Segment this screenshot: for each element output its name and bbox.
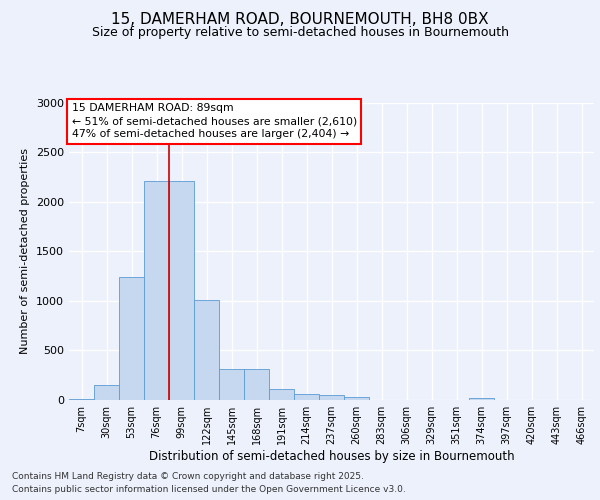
Bar <box>269 389 294 400</box>
Text: Contains public sector information licensed under the Open Government Licence v3: Contains public sector information licen… <box>12 485 406 494</box>
Text: 15, DAMERHAM ROAD, BOURNEMOUTH, BH8 0BX: 15, DAMERHAM ROAD, BOURNEMOUTH, BH8 0BX <box>111 12 489 28</box>
Bar <box>294 394 319 400</box>
Bar <box>144 181 169 400</box>
Y-axis label: Number of semi-detached properties: Number of semi-detached properties <box>20 148 31 354</box>
Bar <box>344 397 369 400</box>
Bar <box>469 398 494 400</box>
Text: 15 DAMERHAM ROAD: 89sqm
← 51% of semi-detached houses are smaller (2,610)
47% of: 15 DAMERHAM ROAD: 89sqm ← 51% of semi-de… <box>71 103 357 140</box>
Text: Size of property relative to semi-detached houses in Bournemouth: Size of property relative to semi-detach… <box>91 26 509 39</box>
Bar <box>194 300 219 400</box>
X-axis label: Distribution of semi-detached houses by size in Bournemouth: Distribution of semi-detached houses by … <box>149 450 514 463</box>
Bar <box>169 181 194 400</box>
Bar <box>244 369 269 400</box>
Bar <box>94 384 119 400</box>
Bar <box>119 277 144 400</box>
Bar <box>69 399 94 400</box>
Text: Contains HM Land Registry data © Crown copyright and database right 2025.: Contains HM Land Registry data © Crown c… <box>12 472 364 481</box>
Bar <box>319 394 344 400</box>
Bar <box>219 369 244 400</box>
